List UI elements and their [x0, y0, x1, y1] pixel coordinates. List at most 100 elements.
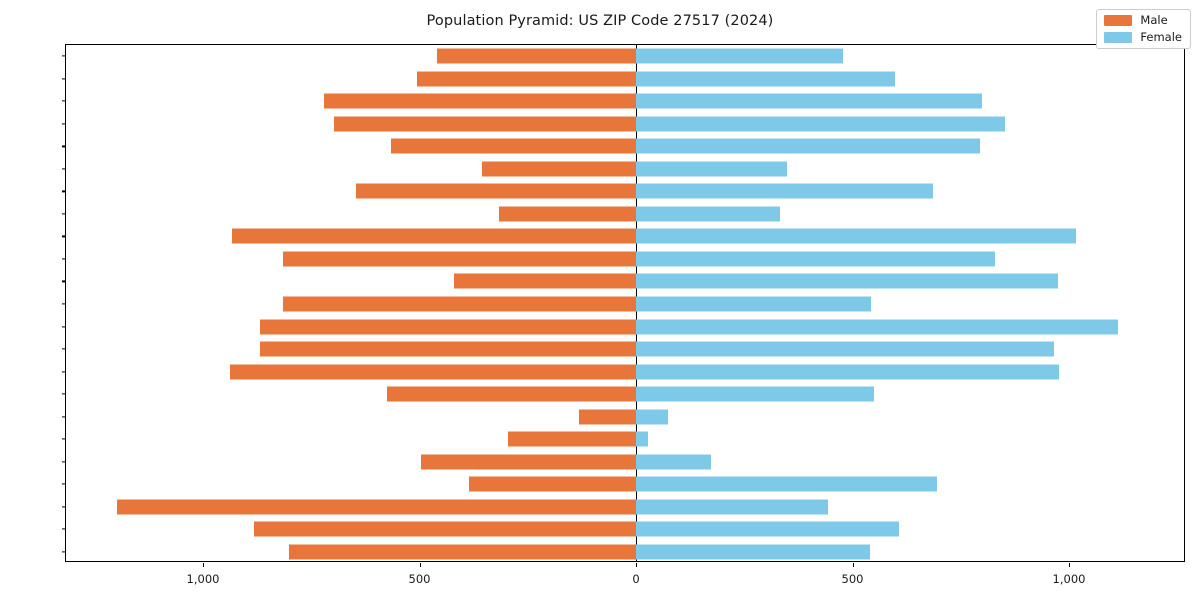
- bar-male: [333, 116, 636, 132]
- y-axis-tick-mark: [62, 55, 66, 57]
- bar-female: [636, 251, 995, 267]
- bar-male: [229, 364, 636, 380]
- bar-female: [636, 48, 843, 64]
- bar-male: [498, 206, 636, 222]
- y-axis-tick-mark: [62, 303, 66, 305]
- pyramid-row: [66, 68, 1184, 91]
- pyramid-row: [66, 293, 1184, 316]
- pyramid-row: [66, 450, 1184, 473]
- y-axis-tick-mark: [62, 416, 66, 418]
- bar-male: [260, 319, 636, 334]
- bar-male: [260, 341, 636, 357]
- x-axis-tick-mark: [636, 563, 638, 567]
- y-axis-tick-mark: [62, 438, 66, 440]
- bar-male: [481, 161, 636, 177]
- bar-female: [636, 228, 1076, 244]
- x-axis-tick-mark: [419, 563, 421, 567]
- y-axis-tick-mark: [62, 506, 66, 508]
- pyramid-row: [66, 495, 1184, 518]
- bar-male: [454, 273, 636, 289]
- bar-female: [636, 206, 780, 222]
- bar-male: [355, 183, 636, 199]
- bar-female: [636, 161, 788, 177]
- x-axis-tick-mark: [1069, 563, 1071, 567]
- bar-male: [282, 296, 636, 312]
- y-axis-tick-mark: [62, 551, 66, 553]
- pyramid-row: [66, 90, 1184, 113]
- bar-female: [636, 409, 669, 425]
- pyramid-row: [66, 338, 1184, 361]
- bar-male: [436, 48, 636, 64]
- bar-male: [232, 228, 636, 244]
- x-axis-tick-label: 1,000: [1052, 572, 1086, 586]
- pyramid-row: [66, 428, 1184, 451]
- y-axis-tick-mark: [62, 235, 66, 238]
- pyramid-row: [66, 203, 1184, 226]
- bar-female: [636, 138, 980, 154]
- pyramid-row: [66, 360, 1184, 383]
- legend-label: Male: [1140, 13, 1168, 27]
- x-axis-tick-label: 0: [632, 572, 640, 586]
- legend-item[interactable]: Male: [1104, 13, 1182, 27]
- bar-male: [416, 71, 636, 87]
- bar-female: [636, 499, 828, 515]
- bar-male: [254, 521, 636, 537]
- x-axis-tick-mark: [203, 563, 205, 567]
- bar-female: [636, 364, 1060, 380]
- bar-male: [578, 409, 636, 425]
- y-axis-tick-mark: [62, 280, 66, 283]
- bar-male: [323, 93, 636, 109]
- bar-male: [117, 499, 636, 515]
- bar-female: [636, 116, 1005, 132]
- x-axis-tick-label: 500: [408, 572, 431, 586]
- plot-area: Under 55-910-1415-1718-19202122-2425-293…: [62, 44, 1185, 586]
- bar-male: [507, 431, 636, 447]
- bar-female: [636, 183, 934, 199]
- bar-female: [636, 454, 711, 470]
- y-axis-tick-mark: [62, 258, 66, 260]
- pyramid-row: [66, 473, 1184, 496]
- pyramid-row: [66, 540, 1184, 563]
- y-axis-tick-mark: [62, 461, 66, 463]
- y-axis-tick-mark: [62, 528, 66, 530]
- pyramid-row: [66, 180, 1184, 203]
- bar-male: [420, 454, 636, 470]
- bar-female: [636, 386, 875, 402]
- y-axis-tick-mark: [62, 370, 66, 373]
- bar-female: [636, 319, 1118, 334]
- y-axis-tick-mark: [62, 190, 66, 192]
- y-axis-tick-mark: [62, 168, 66, 170]
- pyramid-row: [66, 135, 1184, 158]
- bar-female: [636, 71, 895, 87]
- bar-female: [636, 476, 937, 492]
- y-axis-tick-mark: [62, 325, 66, 328]
- bar-male: [468, 476, 636, 492]
- legend-item[interactable]: Female: [1104, 29, 1182, 44]
- y-axis-tick-mark: [62, 348, 66, 350]
- pyramid-row: [66, 45, 1184, 68]
- bar-female: [636, 341, 1054, 357]
- bar-female: [636, 296, 872, 312]
- y-axis-tick-mark: [62, 145, 66, 147]
- pyramid-row: [66, 518, 1184, 541]
- bar-male: [387, 386, 636, 402]
- pyramid-row: [66, 383, 1184, 406]
- y-axis-tick-mark: [62, 123, 66, 125]
- legend-label: Female: [1140, 29, 1182, 44]
- bar-male: [289, 544, 636, 560]
- bar-male: [390, 138, 636, 154]
- pyramid-row: [66, 158, 1184, 181]
- bar-male: [282, 251, 636, 267]
- pyramid-row: [66, 225, 1184, 248]
- pyramid-row: [66, 270, 1184, 293]
- bar-female: [636, 93, 982, 109]
- pyramid-row: [66, 315, 1184, 338]
- y-axis-tick-mark: [62, 213, 66, 215]
- bar-female: [636, 521, 899, 537]
- bar-female: [636, 431, 649, 447]
- y-axis-tick-mark: [62, 100, 66, 102]
- y-axis-tick-mark: [62, 483, 66, 485]
- chart-title: Population Pyramid: US ZIP Code 27517 (2…: [426, 13, 774, 29]
- pyramid-row: [66, 113, 1184, 136]
